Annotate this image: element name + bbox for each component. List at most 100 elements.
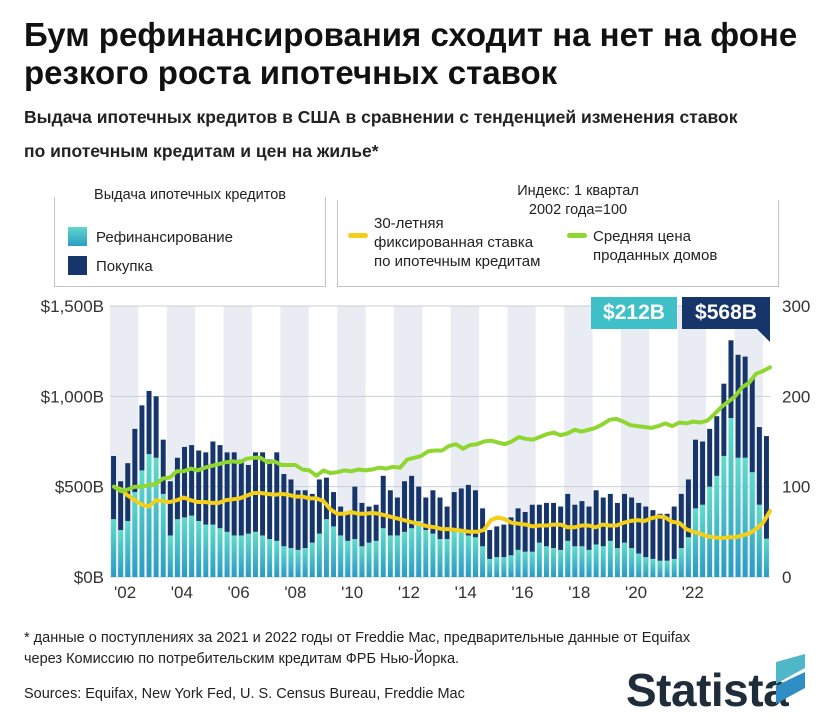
bar-refi (409, 528, 415, 577)
bar-refi (196, 520, 202, 577)
bar-purchase (210, 441, 216, 525)
bar-refi (160, 493, 166, 577)
bar-purchase (742, 356, 748, 458)
bar-refi (622, 542, 627, 577)
bar-refi (316, 533, 322, 577)
bar-refi (210, 524, 216, 577)
bar-purchase (763, 436, 769, 539)
x-tick-label: '04 (171, 583, 193, 602)
bar-refi (501, 557, 507, 577)
bar-refi (182, 517, 187, 577)
bar-refi (430, 533, 436, 577)
right-tick-label: 300 (782, 297, 810, 316)
bar-refi (437, 539, 443, 577)
bar-refi (685, 537, 691, 577)
x-tick-label: '02 (114, 583, 136, 602)
x-tick-label: '12 (398, 583, 420, 602)
bar-purchase (416, 486, 422, 521)
subtitle-line-2: по ипотечным кредитам и цен на жилье* (24, 141, 379, 161)
bar-refi (614, 548, 620, 577)
bar-purchase (636, 502, 642, 554)
bar-purchase (707, 428, 713, 487)
legend-rate-swatch (348, 233, 368, 238)
bar-refi (224, 531, 230, 577)
legend-refi-swatch (68, 227, 87, 246)
bar-refi (600, 546, 606, 577)
bar-refi (664, 560, 670, 577)
bar-purchase (274, 452, 280, 541)
bar-purchase (700, 441, 706, 505)
bar-refi (167, 535, 173, 577)
bar-refi (536, 542, 542, 577)
bar-purchase (153, 396, 159, 458)
bar-purchase (430, 490, 436, 534)
x-tick-label: '08 (284, 583, 306, 602)
bar-refi (742, 457, 748, 577)
bar-purchase (295, 490, 301, 550)
bar-refi (253, 531, 258, 577)
left-tick-label: $500B (55, 478, 104, 497)
bar-refi (643, 557, 649, 577)
bar-refi (345, 540, 351, 577)
bar-purchase (756, 427, 762, 505)
legend-refi-label: Рефинансирование (96, 229, 234, 246)
bar-purchase (196, 450, 202, 521)
legend-index-heading-line-1: Индекс: 1 квартал (517, 183, 639, 199)
right-tick-label: 200 (782, 387, 810, 406)
bar-purchase (203, 452, 209, 525)
bar-purchase (387, 490, 393, 536)
bar-purchase (245, 464, 251, 534)
bar-purchase (345, 513, 351, 541)
bar-purchase (671, 506, 677, 559)
bar-purchase (494, 526, 500, 558)
bar-refi (238, 535, 244, 577)
bar-refi (302, 548, 308, 577)
subtitle-line-1: Выдача ипотечных кредитов в США в сравне… (24, 107, 738, 127)
bar-purchase (643, 506, 649, 558)
bar-purchase (302, 490, 308, 549)
right-tick-label: 100 (782, 478, 810, 497)
legend-price-line-1: Средняя цена (593, 228, 692, 245)
right-axis-ticks: 0 100 200 300 (782, 297, 810, 587)
bar-refi (579, 546, 585, 577)
bar-purchase (309, 493, 315, 543)
legend-index-heading-line-2: 2002 года=100 (528, 202, 628, 218)
footnote-line-1: * данные о поступлениях за 2021 и 2022 г… (24, 630, 691, 646)
bar-refi (153, 457, 159, 577)
bar-purchase (182, 446, 187, 518)
statista-logo: Statista (626, 664, 789, 716)
bar-purchase (231, 452, 237, 536)
footnote: * данные о поступлениях за 2021 и 2022 г… (24, 628, 824, 670)
bar-purchase (359, 502, 365, 547)
bar-refi (387, 535, 393, 577)
bar-purchase (132, 428, 138, 493)
bar-purchase (458, 488, 464, 531)
bar-purchase (749, 378, 755, 473)
bar-refi (749, 472, 755, 577)
bar-refi (402, 531, 407, 577)
x-tick-label: '06 (228, 583, 250, 602)
bar-refi (756, 504, 762, 577)
bar-refi (763, 538, 769, 577)
bar-refi (295, 549, 301, 577)
bar-purchase (409, 475, 415, 529)
left-tick-label: $0B (74, 568, 104, 587)
bar-purchase (281, 474, 287, 547)
legend-price-label: Средняя цена проданных домов (593, 227, 717, 265)
bar-refi (714, 475, 720, 577)
bar-refi (267, 539, 273, 577)
bar-purchase (316, 479, 322, 534)
bar-purchase (728, 340, 734, 419)
bar-refi (331, 526, 337, 577)
bar-purchase (693, 439, 698, 509)
bar-refi (693, 508, 698, 577)
left-axis-ticks: $0B $500B $1,000B $1,500B (41, 297, 104, 587)
bar-purchase (437, 497, 443, 540)
legend-rate-line-2: фиксированная ставка (374, 234, 534, 251)
bar-purchase (508, 517, 514, 556)
bar-purchase (267, 459, 273, 540)
bar-purchase (217, 445, 223, 529)
bar-purchase (465, 484, 471, 536)
bar-refi (338, 535, 344, 577)
